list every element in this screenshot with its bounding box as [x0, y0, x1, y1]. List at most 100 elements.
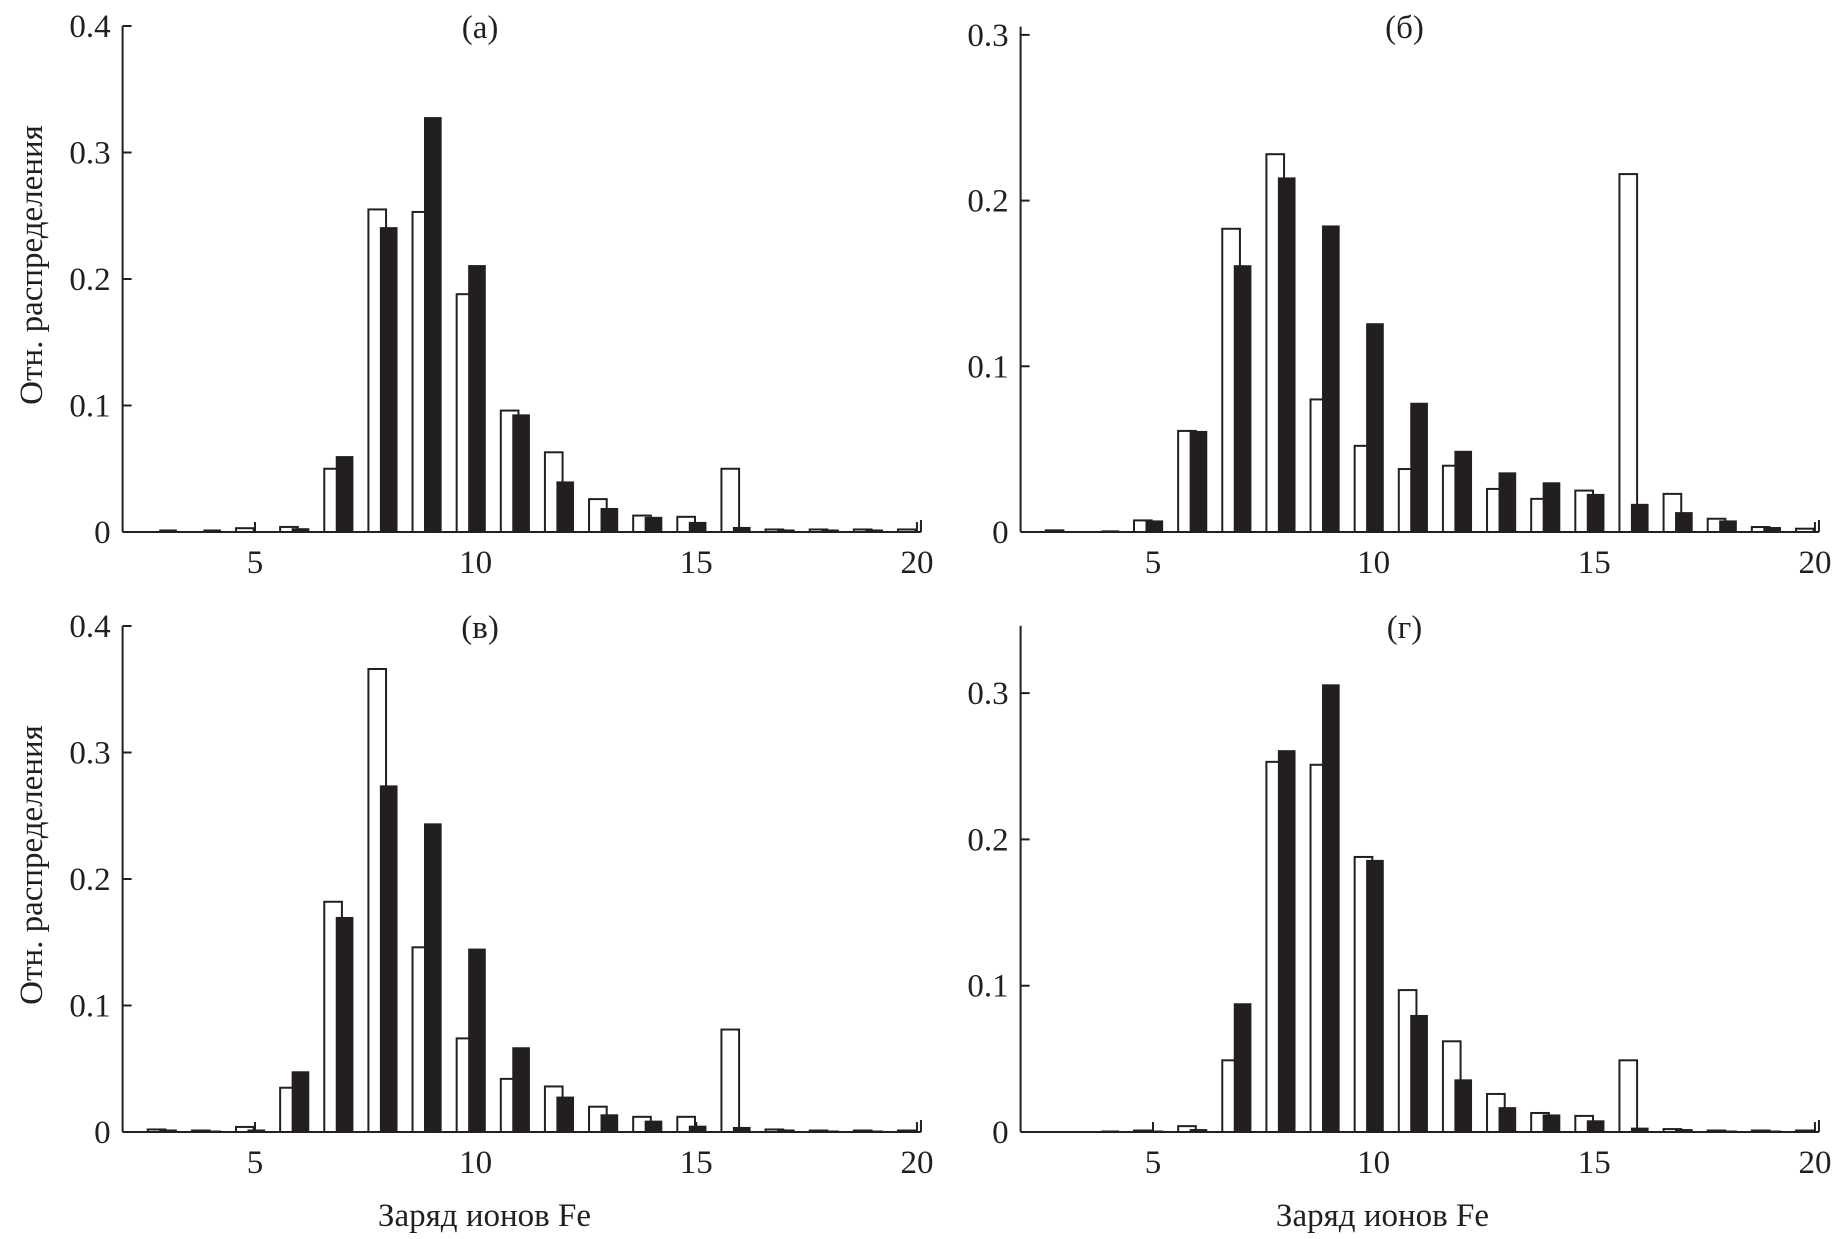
- bar-filled: [1277, 750, 1296, 1132]
- bar-filled: [335, 456, 354, 532]
- y-tick-label: 0.3: [69, 736, 110, 772]
- x-tick-label: 5: [247, 1145, 264, 1181]
- panel-3: 0 0.1 0.2 0.3 0.4 5 10 15 20 (в) Отн. распределени…: [14, 609, 933, 1234]
- bar-filled: [1675, 512, 1693, 532]
- x-tick-label: 20: [900, 1145, 933, 1181]
- y-tick-label: 0: [992, 1115, 1009, 1151]
- bar-filled: [1542, 1114, 1561, 1132]
- bar-filled: [1189, 1129, 1208, 1132]
- bar-filled: [1366, 859, 1384, 1132]
- x-tick-label: 5: [1145, 1145, 1162, 1181]
- bar-filled: [732, 1126, 751, 1132]
- bar-filled: [1630, 503, 1649, 532]
- bar-filled: [335, 916, 354, 1132]
- bar-filled: [379, 785, 398, 1132]
- bar-open: [720, 1028, 741, 1134]
- bar-filled: [600, 1114, 619, 1132]
- panel-title: (б): [1385, 10, 1424, 46]
- bar-filled: [1233, 1003, 1252, 1132]
- bar-filled: [468, 265, 486, 532]
- bar-filled: [291, 528, 310, 532]
- x-tick-label: 10: [459, 1145, 492, 1181]
- panel-2: 0 0.1 0.2 0.3 5 10 15 20 (б): [967, 10, 1831, 581]
- bar-filled: [468, 948, 486, 1132]
- y-tick-label: 0.2: [69, 862, 110, 898]
- bar-filled: [1586, 493, 1605, 532]
- panel-title: (а): [462, 10, 499, 46]
- x-tick-label: 20: [1798, 545, 1831, 581]
- bar-filled: [600, 507, 619, 532]
- panel-4: 0 0.1 0.2 0.3 5 10 15 20 (г) Заряд ионов Fe: [967, 610, 1831, 1234]
- bar-filled: [1277, 177, 1296, 533]
- x-axis-label: Заряд ионов Fe: [1276, 1198, 1489, 1234]
- x-tick-label: 15: [1578, 545, 1611, 581]
- bar-filled: [644, 516, 663, 532]
- bar-filled: [1189, 430, 1208, 532]
- x-tick-label: 15: [1578, 1145, 1611, 1181]
- bar-filled: [777, 529, 795, 532]
- bar-filled: [1145, 520, 1164, 532]
- bar-filled: [556, 1096, 575, 1132]
- bar-filled: [1454, 450, 1473, 532]
- bar-filled: [424, 823, 442, 1132]
- x-tick-label: 10: [1357, 545, 1390, 581]
- bar-filled: [424, 117, 442, 532]
- x-tick-label: 10: [1357, 1145, 1390, 1181]
- bar-open: [1618, 1059, 1639, 1133]
- bar-filled: [1410, 1014, 1428, 1132]
- bar-filled: [291, 1071, 310, 1132]
- y-tick-label: 0.4: [69, 609, 110, 645]
- y-tick-label: 0: [94, 515, 111, 551]
- y-tick-label: 0.3: [967, 676, 1008, 712]
- y-tick-label: 0.2: [69, 262, 110, 298]
- bar-open: [720, 467, 741, 533]
- bar-filled: [1763, 527, 1781, 532]
- x-axis-label: Заряд ионов Fe: [378, 1198, 591, 1234]
- bar-filled: [732, 526, 751, 532]
- bar-filled: [159, 529, 177, 532]
- bar-filled: [247, 1129, 266, 1132]
- bar-filled: [688, 1125, 707, 1132]
- x-tick-label: 5: [1145, 545, 1162, 581]
- bar-filled: [159, 1129, 177, 1132]
- bar-filled: [512, 1047, 530, 1132]
- bar-filled: [1675, 1129, 1693, 1132]
- bar-filled: [1498, 472, 1517, 532]
- bar-filled: [865, 529, 883, 532]
- bar-filled: [777, 1129, 795, 1132]
- bar-filled: [1630, 1127, 1649, 1132]
- panel-title: (в): [461, 610, 499, 646]
- y-tick-label: 0.2: [967, 822, 1008, 858]
- x-tick-label: 5: [247, 545, 264, 581]
- bar-filled: [644, 1120, 663, 1132]
- y-tick-label: 0.3: [967, 18, 1008, 54]
- y-tick-label: 0.1: [967, 349, 1008, 385]
- panel-title: (г): [1387, 610, 1423, 646]
- bar-filled: [203, 529, 222, 532]
- bar-filled: [821, 529, 839, 532]
- bar-open: [1618, 173, 1639, 533]
- bar-filled: [1542, 482, 1561, 532]
- y-tick-label: 0: [992, 515, 1009, 551]
- y-tick-label: 0.1: [69, 389, 110, 425]
- bar-filled: [1454, 1079, 1473, 1132]
- panel-1: 0 0.1 0.2 0.3 0.4 5 10 15 20 (а) Отн. распределени…: [14, 9, 933, 581]
- bar-filled: [1233, 265, 1252, 532]
- bar-filled: [512, 414, 530, 532]
- bar-filled: [1322, 684, 1340, 1132]
- bar-filled: [1719, 520, 1737, 532]
- x-tick-label: 15: [680, 1145, 713, 1181]
- x-tick-label: 10: [459, 545, 492, 581]
- y-tick-label: 0: [94, 1115, 111, 1151]
- x-tick-label: 20: [900, 545, 933, 581]
- bar-filled: [1498, 1107, 1517, 1132]
- bar-filled: [1586, 1120, 1605, 1132]
- y-tick-label: 0.4: [69, 9, 110, 45]
- bar-filled: [1322, 225, 1340, 532]
- y-tick-label: 0.1: [967, 969, 1008, 1005]
- x-tick-label: 20: [1798, 1145, 1831, 1181]
- x-tick-label: 15: [680, 545, 713, 581]
- bar-filled: [1366, 323, 1384, 532]
- y-tick-label: 0.3: [69, 136, 110, 172]
